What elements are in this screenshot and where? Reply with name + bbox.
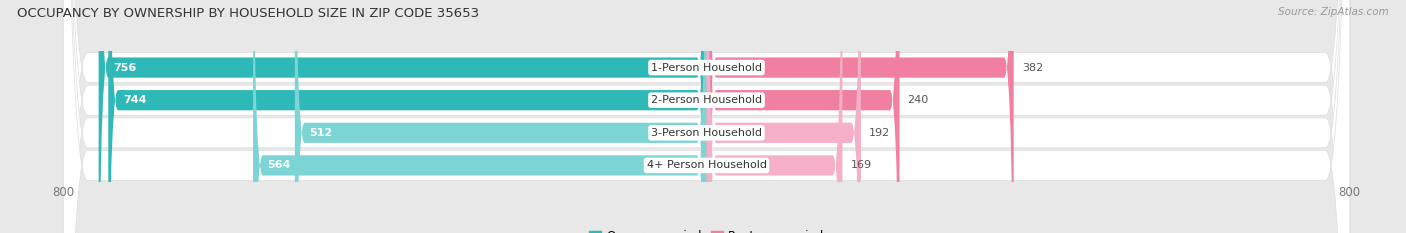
Text: 169: 169 (851, 161, 872, 170)
FancyBboxPatch shape (253, 0, 707, 233)
Text: 4+ Person Household: 4+ Person Household (647, 161, 766, 170)
Text: 1-Person Household: 1-Person Household (651, 63, 762, 72)
FancyBboxPatch shape (707, 0, 842, 233)
FancyBboxPatch shape (98, 0, 707, 233)
FancyBboxPatch shape (63, 0, 1350, 233)
FancyBboxPatch shape (295, 0, 707, 233)
Text: 564: 564 (267, 161, 291, 170)
Text: Source: ZipAtlas.com: Source: ZipAtlas.com (1278, 7, 1389, 17)
FancyBboxPatch shape (63, 0, 1350, 233)
Text: 192: 192 (869, 128, 890, 138)
Text: 382: 382 (1022, 63, 1043, 72)
FancyBboxPatch shape (707, 0, 860, 233)
FancyBboxPatch shape (108, 0, 707, 233)
Text: 3-Person Household: 3-Person Household (651, 128, 762, 138)
FancyBboxPatch shape (63, 0, 1350, 233)
Text: 2-Person Household: 2-Person Household (651, 95, 762, 105)
FancyBboxPatch shape (707, 0, 900, 233)
Text: OCCUPANCY BY OWNERSHIP BY HOUSEHOLD SIZE IN ZIP CODE 35653: OCCUPANCY BY OWNERSHIP BY HOUSEHOLD SIZE… (17, 7, 479, 20)
Text: 512: 512 (309, 128, 332, 138)
Text: 240: 240 (907, 95, 929, 105)
FancyBboxPatch shape (63, 0, 1350, 233)
FancyBboxPatch shape (707, 0, 1014, 233)
Text: 744: 744 (122, 95, 146, 105)
Text: 756: 756 (112, 63, 136, 72)
Legend: Owner-occupied, Renter-occupied: Owner-occupied, Renter-occupied (585, 225, 828, 233)
